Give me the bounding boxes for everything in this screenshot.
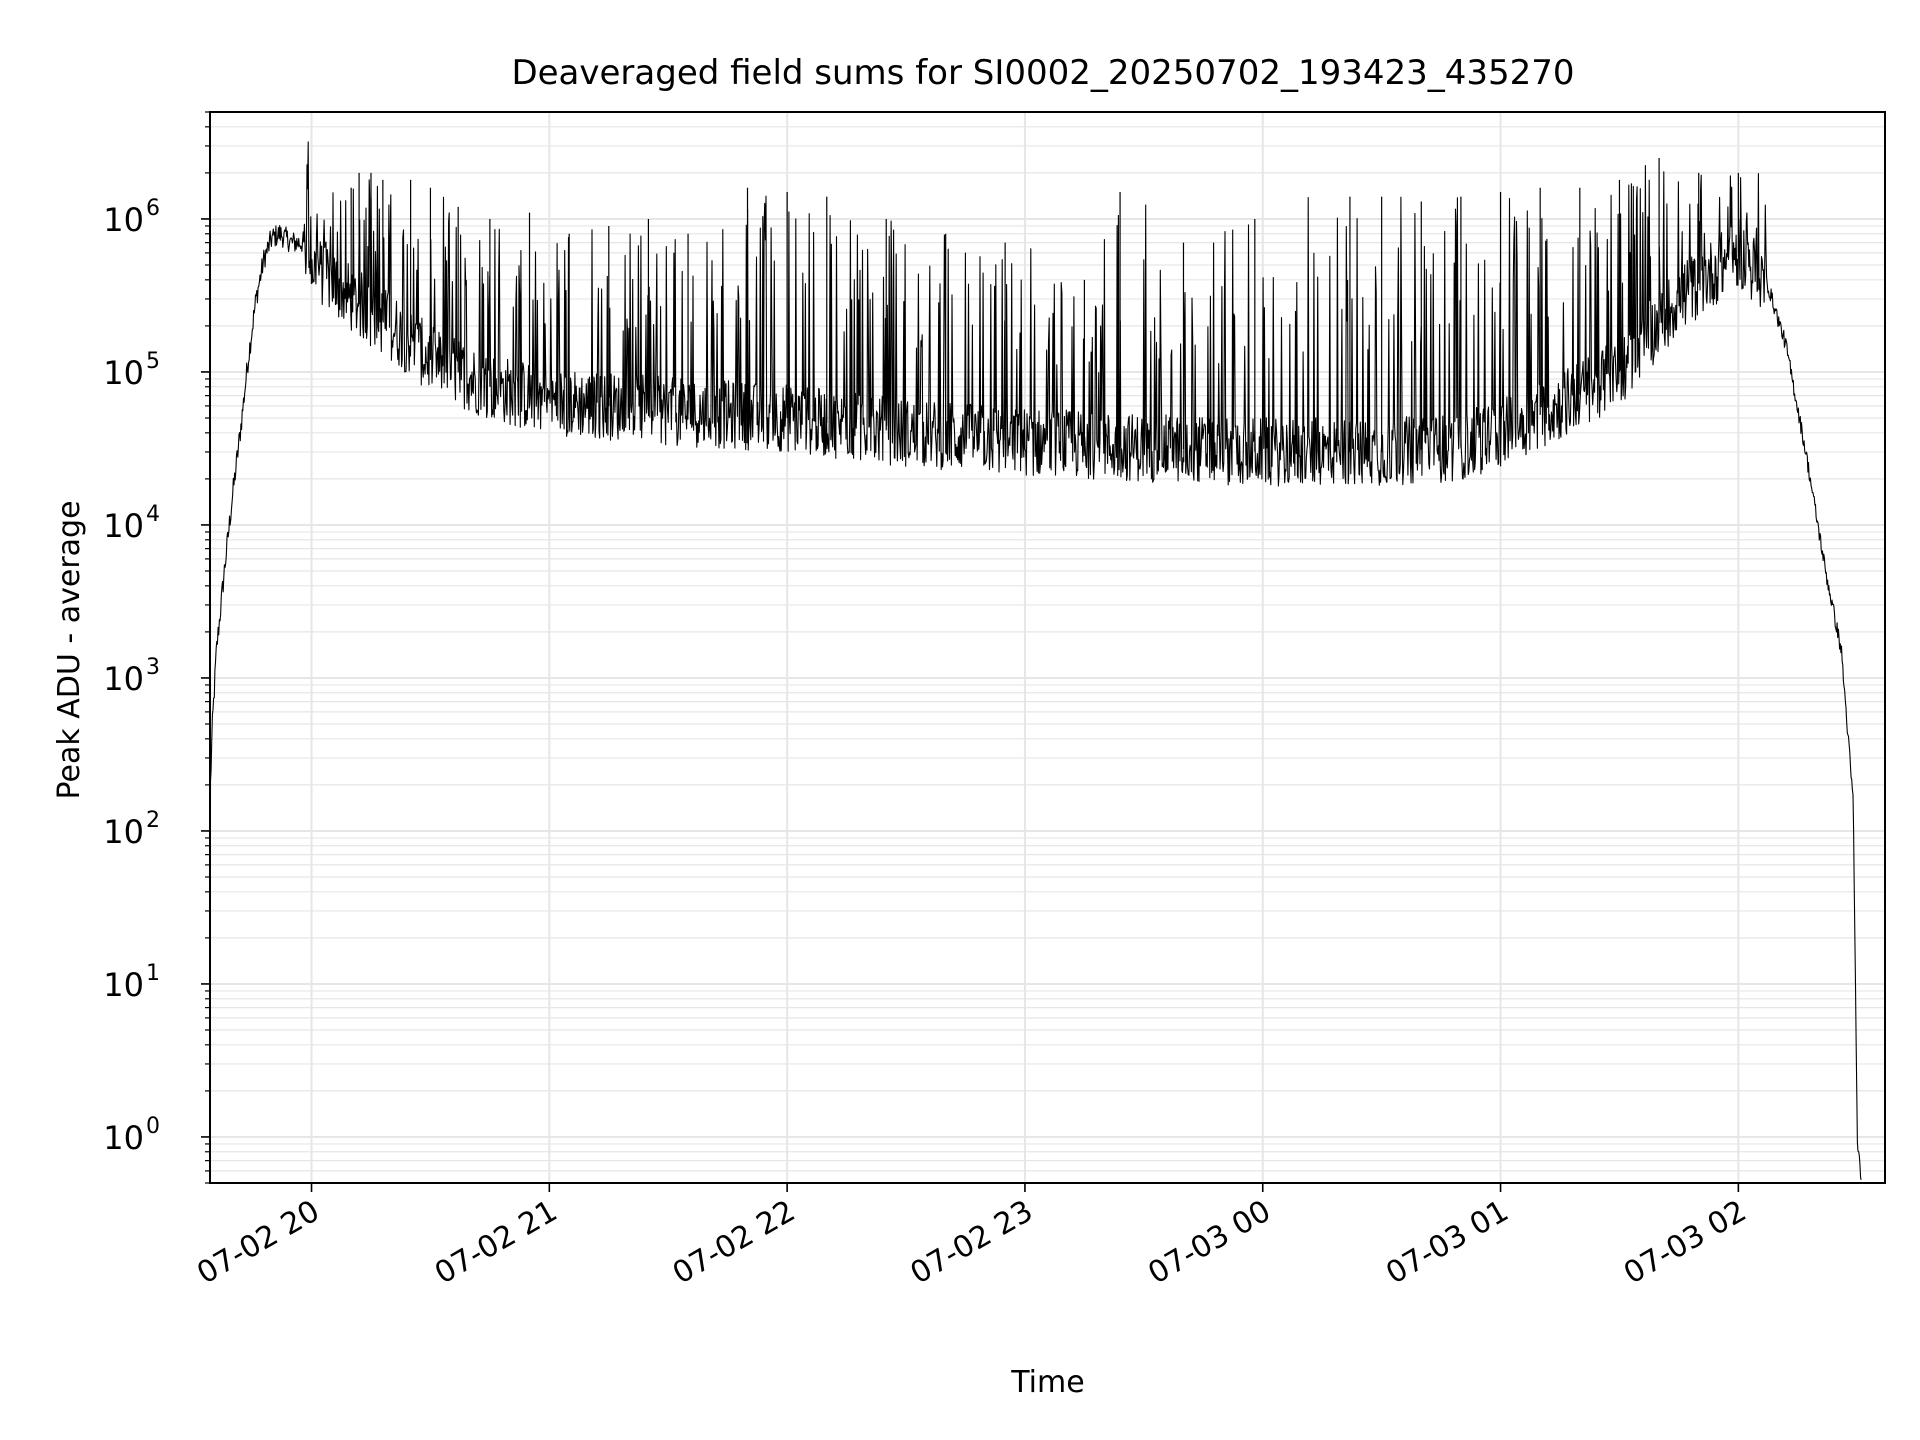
y-tick-exponent: 3 <box>146 655 160 680</box>
y-tick-label: 10 <box>103 966 144 1004</box>
y-tick-exponent: 2 <box>146 808 160 833</box>
y-tick-label: 10 <box>103 813 144 851</box>
grid-major <box>210 112 1885 1183</box>
y-tick-exponent: 5 <box>146 349 160 374</box>
y-tick-label: 10 <box>103 354 144 392</box>
x-axis-label: Time <box>1010 1365 1084 1400</box>
series-layer <box>209 141 1862 1180</box>
y-tick-label: 10 <box>103 1119 144 1157</box>
y-tick-exponent: 4 <box>146 502 160 527</box>
y-tick-exponent: 1 <box>146 961 160 986</box>
grid-minor <box>210 111 1885 1184</box>
plot-frame <box>209 111 1886 1184</box>
y-axis-label: Peak ADU - average <box>52 500 87 799</box>
y-tick-label: 10 <box>103 507 144 545</box>
y-tick-exponent: 6 <box>146 196 160 221</box>
series-line <box>209 141 1862 1180</box>
y-tick-exponent: 0 <box>146 1114 160 1139</box>
chart-title: Deaveraged field sums for SI0002_2025070… <box>511 53 1574 93</box>
y-tick-label: 10 <box>103 201 144 239</box>
y-tick-label: 10 <box>103 660 144 698</box>
